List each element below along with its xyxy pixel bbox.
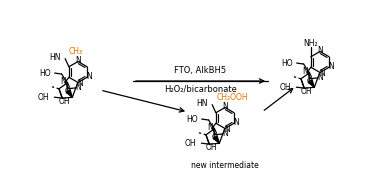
Text: HO: HO	[281, 59, 293, 68]
Text: HO: HO	[39, 69, 51, 78]
Text: OH: OH	[185, 139, 197, 148]
Polygon shape	[67, 90, 72, 97]
Text: CH₃: CH₃	[68, 47, 82, 56]
Text: HN: HN	[49, 53, 60, 62]
Text: N: N	[222, 129, 228, 138]
Text: O: O	[307, 77, 313, 86]
Text: N: N	[302, 67, 308, 76]
Polygon shape	[213, 136, 219, 143]
Text: FTO, AlkBH5: FTO, AlkBH5	[174, 65, 226, 75]
Text: new intermediate: new intermediate	[191, 161, 259, 169]
Text: H₂O₂/bicarbonate: H₂O₂/bicarbonate	[164, 84, 237, 94]
Text: N: N	[222, 102, 228, 111]
Text: OH: OH	[300, 87, 312, 96]
Text: N: N	[60, 77, 66, 86]
Text: N: N	[319, 68, 325, 78]
Text: N: N	[328, 62, 334, 71]
Text: O: O	[65, 87, 71, 96]
Text: N: N	[75, 56, 81, 65]
Text: N: N	[75, 83, 81, 92]
Text: O: O	[212, 133, 218, 142]
Text: OH: OH	[205, 143, 217, 152]
Text: NH₂: NH₂	[304, 39, 318, 48]
Text: HO: HO	[186, 115, 198, 124]
Text: N: N	[86, 72, 92, 81]
Text: N: N	[77, 78, 83, 87]
Text: N: N	[224, 124, 230, 134]
Text: CH₂OOH: CH₂OOH	[216, 93, 248, 102]
Text: N: N	[317, 46, 323, 55]
Text: HN: HN	[196, 99, 208, 108]
Polygon shape	[308, 80, 314, 87]
Text: N: N	[207, 123, 213, 132]
Text: OH: OH	[280, 83, 291, 92]
Text: OH: OH	[58, 97, 70, 106]
Text: N: N	[233, 118, 239, 127]
Text: N: N	[318, 73, 323, 82]
Text: OH: OH	[38, 93, 50, 102]
